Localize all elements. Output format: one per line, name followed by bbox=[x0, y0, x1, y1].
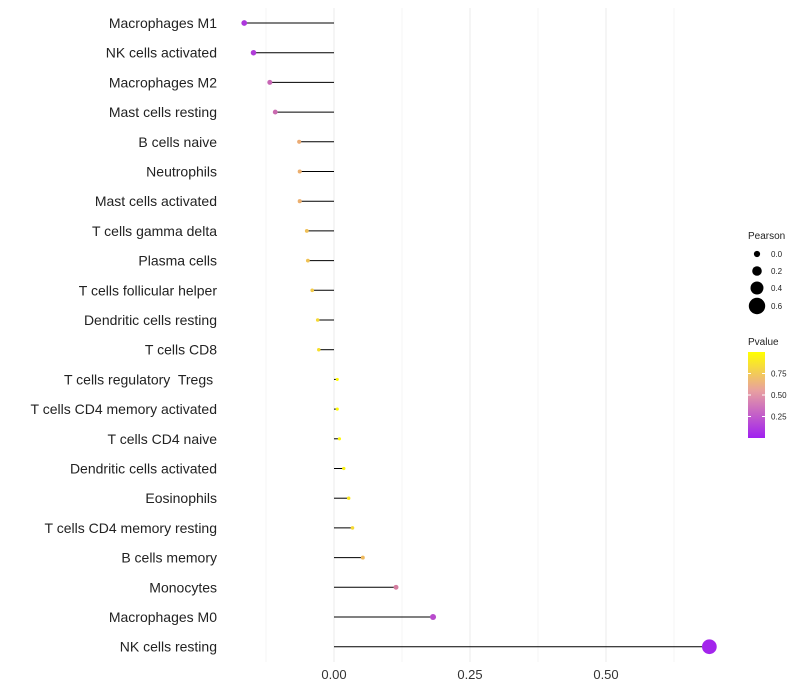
category-label: T cells CD4 memory activated bbox=[31, 401, 217, 417]
color-legend-label: 0.25 bbox=[771, 413, 787, 422]
data-point bbox=[305, 258, 310, 263]
data-point bbox=[267, 79, 273, 85]
data-point bbox=[350, 526, 355, 530]
x-tick-label: 0.00 bbox=[321, 667, 346, 682]
category-label: Plasma cells bbox=[138, 253, 217, 269]
data-point bbox=[337, 437, 342, 441]
category-label: Dendritic cells activated bbox=[70, 461, 217, 477]
size-legend-label: 0.0 bbox=[771, 250, 783, 259]
stem-lines bbox=[244, 22, 710, 648]
color-legend-bar bbox=[748, 352, 765, 438]
x-tick-labels: 0.00 0.25 0.50 bbox=[321, 667, 618, 682]
data-point bbox=[335, 407, 339, 411]
category-label: T cells follicular helper bbox=[79, 282, 218, 298]
category-label: Eosinophils bbox=[145, 490, 217, 506]
data-point bbox=[250, 49, 257, 56]
color-legend-title: Pvalue bbox=[748, 337, 779, 348]
data-point bbox=[297, 169, 302, 174]
data-point bbox=[304, 228, 309, 233]
category-label: T cells gamma delta bbox=[92, 223, 217, 239]
color-legend: Pvalue 0.75 0.50 0.25 bbox=[748, 337, 787, 438]
data-points bbox=[241, 20, 717, 655]
size-legend-key bbox=[750, 281, 764, 295]
category-label: NK cells activated bbox=[106, 45, 217, 61]
category-label: T cells CD4 naive bbox=[108, 431, 218, 447]
category-label: T cells regulatory Tregs bbox=[64, 371, 217, 387]
size-legend-label: 0.6 bbox=[771, 302, 783, 311]
data-point bbox=[317, 347, 321, 352]
color-legend-label: 0.50 bbox=[771, 391, 787, 400]
data-point bbox=[360, 555, 365, 560]
data-point bbox=[310, 288, 315, 293]
data-point bbox=[241, 20, 248, 26]
data-point bbox=[342, 466, 346, 471]
category-label: Neutrophils bbox=[146, 164, 217, 180]
x-tick-label: 0.50 bbox=[593, 667, 618, 682]
size-legend-label: 0.2 bbox=[771, 267, 783, 276]
data-point bbox=[429, 613, 437, 621]
category-label: B cells naive bbox=[138, 134, 217, 150]
data-point bbox=[393, 584, 399, 590]
category-label: Mast cells resting bbox=[109, 104, 217, 120]
data-point bbox=[297, 139, 302, 144]
data-point bbox=[701, 639, 717, 655]
category-label: Macrophages M1 bbox=[109, 15, 217, 31]
category-labels: Macrophages M1 NK cells activated Macropha… bbox=[31, 15, 218, 655]
category-label: Monocytes bbox=[149, 579, 217, 595]
grid-lines bbox=[265, 8, 675, 662]
category-label: Dendritic cells resting bbox=[84, 312, 217, 328]
x-tick-label: 0.25 bbox=[457, 667, 482, 682]
category-label: Macrophages M0 bbox=[109, 609, 217, 625]
category-label: T cells CD4 memory resting bbox=[45, 520, 217, 536]
data-point bbox=[272, 109, 278, 115]
data-point bbox=[335, 377, 339, 381]
data-point bbox=[346, 496, 351, 500]
data-point bbox=[315, 318, 320, 322]
color-legend-label: 0.75 bbox=[771, 370, 787, 379]
category-label: NK cells resting bbox=[120, 639, 217, 655]
size-legend-key bbox=[748, 297, 766, 315]
size-legend-label: 0.4 bbox=[771, 284, 783, 293]
size-legend-title: Pearson bbox=[748, 231, 785, 242]
category-label: Mast cells activated bbox=[95, 193, 217, 209]
category-label: Macrophages M2 bbox=[109, 74, 217, 90]
category-label: T cells CD8 bbox=[145, 342, 217, 358]
category-label: B cells memory bbox=[121, 550, 217, 566]
size-legend-key bbox=[753, 250, 761, 258]
data-point bbox=[297, 199, 302, 204]
size-legend: Pearson 0.0 0.2 0.4 0.6 bbox=[748, 231, 785, 315]
size-legend-key bbox=[752, 266, 762, 276]
